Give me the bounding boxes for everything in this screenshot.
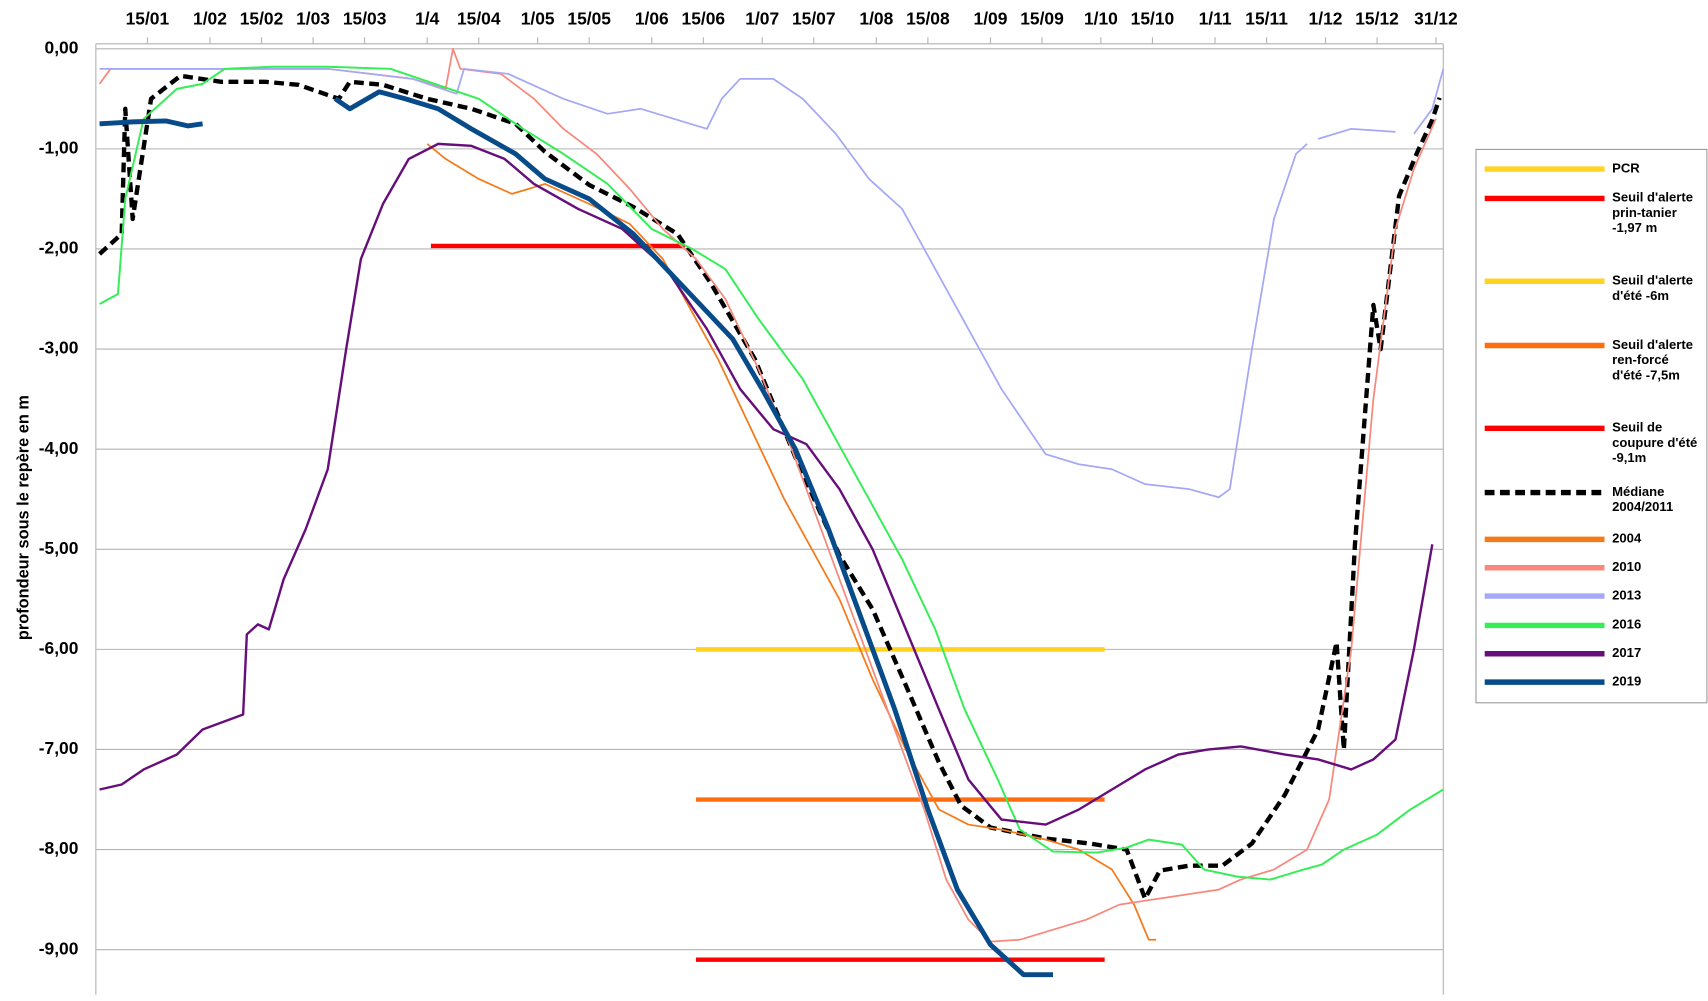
legend-item: Seuil d'alerte ren-forcé d'été -7,5m <box>1612 336 1693 383</box>
y-tick-label: -6,00 <box>39 638 79 658</box>
y-tick-label: 0,00 <box>45 37 79 57</box>
x-tick-label: 1/07 <box>745 8 779 28</box>
x-tick-label: 1/09 <box>974 8 1008 28</box>
series-line <box>98 47 1437 943</box>
x-tick-label: 15/05 <box>567 8 611 28</box>
legend-label: Médiane 2004/2011 <box>1612 483 1674 515</box>
legend-item: Seuil d'alerte prin-tanier -1,97 m <box>1612 189 1693 236</box>
x-tick-label: 1/05 <box>521 8 555 28</box>
legend-item: 2016 <box>1612 616 1642 632</box>
legend-item: 2010 <box>1612 559 1642 575</box>
x-tick-label: 1/02 <box>193 8 227 28</box>
legend-label: 2004 <box>1612 530 1642 546</box>
x-tick-label: 15/02 <box>240 8 284 28</box>
y-tick-label: -5,00 <box>39 538 79 558</box>
x-tick-label: 1/10 <box>1084 8 1118 28</box>
y-tick-label: -1,00 <box>39 137 79 157</box>
y-tick-label: -4,00 <box>39 438 79 458</box>
y-tick-label: -7,00 <box>39 738 79 758</box>
legend-label: Seuil d'alerte prin-tanier -1,97 m <box>1612 189 1693 236</box>
x-tick-label: 15/07 <box>792 8 836 28</box>
legend-label: Seuil d'alerte ren-forcé d'été -7,5m <box>1612 336 1693 383</box>
legend-item: PCR <box>1612 160 1640 176</box>
legend-item: Seuil de coupure d'été -9,1m <box>1612 419 1698 466</box>
x-tick-label: 15/01 <box>126 8 170 28</box>
x-tick-label: 1/11 <box>1199 8 1232 28</box>
legend-label: 2016 <box>1612 616 1642 632</box>
legend-item: Médiane 2004/2011 <box>1612 483 1674 515</box>
x-tick-label: 15/06 <box>682 8 726 28</box>
x-tick-label: 1/06 <box>635 8 669 28</box>
series-line <box>426 143 1157 941</box>
x-tick-label: 1/4 <box>415 8 440 28</box>
legend-label: Seuil de coupure d'été -9,1m <box>1612 419 1698 466</box>
x-tick-label: 15/09 <box>1020 8 1064 28</box>
x-tick-label: 1/12 <box>1309 8 1343 28</box>
series-line <box>98 73 1442 901</box>
legend-label: 2013 <box>1612 587 1642 603</box>
legend-item: 2004 <box>1612 530 1642 546</box>
y-axis-title: profondeur sous le repère en m <box>14 395 32 640</box>
x-tick-label: 15/11 <box>1245 8 1288 28</box>
legend-label: 2017 <box>1612 645 1642 661</box>
y-tick-label: -2,00 <box>39 238 79 258</box>
legend-label: Seuil d'alerte d'été -6m <box>1612 272 1693 304</box>
legend-item: 2013 <box>1612 587 1642 603</box>
series-line <box>99 89 1054 978</box>
x-tick-label: 1/08 <box>859 8 893 28</box>
legend-label: 2019 <box>1612 673 1642 689</box>
series-line <box>99 65 1444 881</box>
legend-label: 2010 <box>1612 559 1642 575</box>
legend-item: 2017 <box>1612 645 1642 661</box>
x-tick-label: 15/04 <box>457 8 501 28</box>
legend-item: Seuil d'alerte d'été -6m <box>1612 272 1693 304</box>
y-tick-label: -8,00 <box>39 838 79 858</box>
y-tick-label: -9,00 <box>39 938 79 958</box>
legend-label: PCR <box>1612 160 1640 176</box>
legend-item: 2019 <box>1612 673 1642 689</box>
series-line <box>99 67 1445 499</box>
series-line <box>99 142 1434 826</box>
y-tick-label: -3,00 <box>39 338 79 358</box>
x-tick-label: 15/08 <box>906 8 950 28</box>
x-tick-label: 31/12 <box>1414 8 1458 28</box>
x-tick-label: 1/03 <box>296 8 330 28</box>
x-tick-label: 15/03 <box>343 8 387 28</box>
x-tick-label: 15/12 <box>1355 8 1399 28</box>
x-tick-label: 15/10 <box>1131 8 1175 28</box>
